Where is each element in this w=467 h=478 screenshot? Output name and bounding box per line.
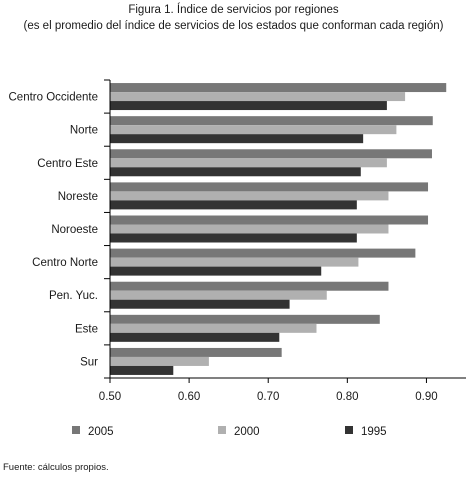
category-label: Norte	[70, 125, 98, 137]
bar-1995-este	[110, 332, 280, 342]
legend-label-2000: 2000	[234, 426, 260, 438]
legend-label-1995: 1995	[361, 426, 387, 438]
bar-1995-centro-norte	[110, 266, 322, 276]
chart-subtitle: (es el promedio del índice de servicios …	[23, 20, 444, 32]
bar-2000-centro-este	[110, 158, 387, 168]
x-tick-label: 0.70	[257, 391, 279, 403]
bar-2005-noroeste	[110, 215, 429, 225]
category-label: Pen. Yuc.	[49, 290, 98, 302]
bar-2000-norte	[110, 125, 397, 135]
bar-2005-noreste	[110, 182, 429, 192]
bar-2000-pen-yuc-	[110, 290, 327, 300]
legend-swatch-2005	[72, 426, 80, 434]
x-tick-label: 0.90	[415, 391, 437, 403]
category-label: Noroeste	[51, 224, 98, 236]
category-label: Centro Norte	[32, 257, 98, 269]
category-label: Noreste	[58, 191, 98, 203]
bar-2005-norte	[110, 116, 433, 126]
bar-1995-pen-yuc-	[110, 299, 290, 309]
chart-title: Figura 1. Índice de servicios por region…	[128, 4, 339, 16]
bar-2005-centro-occidente	[110, 83, 447, 93]
legend-swatch-2000	[218, 426, 226, 434]
bar-2005-centro-este	[110, 149, 432, 159]
bar-1995-noreste	[110, 200, 357, 210]
bar-1995-centro-este	[110, 167, 361, 177]
category-label: Centro Este	[37, 158, 98, 170]
bar-2000-noroeste	[110, 224, 389, 234]
bar-1995-norte	[110, 134, 364, 144]
bar-2000-este	[110, 323, 317, 333]
bar-1995-sur	[110, 365, 174, 375]
bar-2000-centro-occidente	[110, 92, 406, 102]
bar-2005-sur	[110, 347, 282, 357]
bar-2005-pen-yuc-	[110, 281, 389, 291]
source-note: Fuente: cálculos propios.	[3, 462, 109, 473]
x-tick-label: 0.50	[99, 391, 121, 403]
category-label: Este	[75, 323, 98, 335]
bar-1995-noroeste	[110, 233, 357, 243]
bar-chart: Centro Occidente Norte Centro Este Noreste N…	[9, 79, 466, 438]
legend-label-2005: 2005	[88, 426, 114, 438]
legend-swatch-1995	[345, 426, 353, 434]
bar-2000-sur	[110, 356, 209, 366]
category-label: Centro Occidente	[9, 92, 99, 104]
bar-2005-este	[110, 314, 380, 324]
bar-2000-noreste	[110, 191, 389, 201]
bar-1995-centro-occidente	[110, 101, 387, 111]
bar-2005-centro-norte	[110, 248, 416, 258]
x-tick-label: 0.60	[178, 391, 200, 403]
x-tick-label: 0.80	[336, 391, 358, 403]
category-label: Sur	[80, 356, 98, 368]
bar-2000-centro-norte	[110, 257, 359, 267]
